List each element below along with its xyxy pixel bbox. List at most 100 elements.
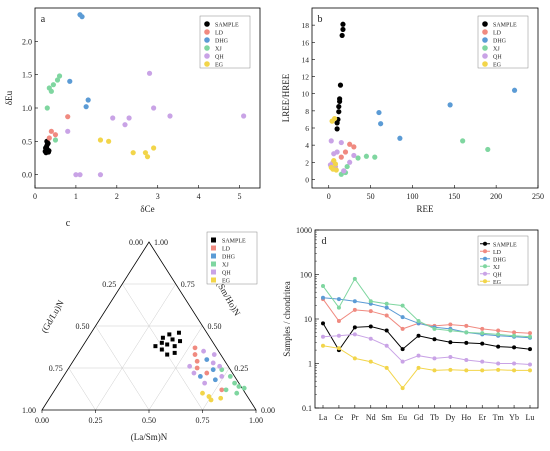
legend-marker [204,53,210,59]
ternary-tick-label-bottom: 0.00 [35,416,49,425]
ternary-tick-label-right: 0.75 [181,280,195,289]
y-tick-label: 18 [302,21,310,30]
ternary-tick-label-bottom: 0.50 [142,416,156,425]
data-point [336,333,341,338]
legend-label: QH [222,271,231,277]
legend-marker [204,29,210,35]
ternary-tick-label-left: 1.00 [22,406,36,415]
ternary-grid-line [122,283,203,411]
data-point [65,114,71,120]
data-point [202,380,208,386]
data-point [485,146,491,153]
data-point [347,159,353,165]
data-point [464,340,469,345]
data-point [192,345,198,351]
data-point [344,163,350,170]
data-point [83,104,89,110]
y-axis-label: Samples / chondritea [282,281,292,356]
data-point [332,115,338,122]
data-point [227,374,233,379]
legend-label: EG [215,63,224,69]
legend-marker [204,21,210,27]
data-point [204,357,210,362]
data-point [126,115,132,121]
legend-label: DHG [215,39,229,45]
ternary-tick-label-right: 0.00 [261,406,275,415]
legend-label: LD [493,31,502,37]
data-point [512,333,517,338]
ternary-tick-label-left: 0.00 [129,238,143,247]
data-point [384,301,389,306]
data-point [496,361,501,366]
x-tick-label: 0 [327,192,331,201]
legend-marker [204,37,210,43]
y-tick-label: 10 [304,315,312,324]
data-point [321,295,325,300]
ternary-tick-label-bottom: 1.00 [249,416,263,425]
legend-label: SAMPLE [215,23,239,29]
ternary-grid-line [95,325,150,411]
data-point [512,361,517,366]
data-point [144,154,151,160]
data-point [160,335,165,340]
x-tick-label: 250 [532,192,544,201]
ternary-grid-line [95,283,176,411]
data-point [219,387,225,393]
legend-label: SAMPLE [493,242,517,248]
data-point [48,88,54,94]
data-point [384,343,389,348]
data-point [146,70,153,76]
data-point [165,352,170,357]
data-point [321,284,325,289]
data-point [480,331,485,336]
data-point [211,352,217,357]
data-point [416,353,421,358]
legend-marker [211,237,216,243]
data-point [172,344,177,349]
data-point [432,368,437,373]
data-point [480,341,485,346]
data-point [73,172,79,178]
data-point [416,365,421,370]
data-point [336,109,342,115]
data-point [192,352,198,357]
panel-label: b [318,14,323,25]
legend-marker [482,53,488,59]
legend-label: QH [493,55,502,61]
data-point [153,344,158,349]
data-point [528,331,532,336]
x-tick-label: Ho [461,413,471,422]
data-point [400,386,405,391]
ternary-grid-line [202,367,230,411]
x-tick-label: 3 [156,192,160,201]
data-point [372,154,378,160]
data-point [496,344,501,349]
data-point [384,328,389,333]
data-point [234,390,240,396]
data-point [368,359,373,364]
series-line [322,323,531,352]
y-tick-label: 4 [305,141,309,150]
data-point [511,87,518,93]
data-point [336,319,341,324]
data-point [368,324,373,329]
legend-label: EG [493,280,502,286]
data-point [384,305,389,310]
data-point [355,155,361,161]
legend-label: XJ [493,47,500,53]
ternary-axis-bottom: (La/Sm)N [131,432,168,442]
legend-label: SAMPLE [222,239,246,245]
data-point [170,337,175,342]
ternary-tick-label-bottom: 0.75 [196,416,210,425]
x-tick-label: 4 [197,192,201,201]
ternary-tick-label-left: 0.25 [102,280,116,289]
legend-label: DHG [222,255,236,261]
data-point [342,149,349,155]
data-point [352,307,357,312]
data-point [334,126,340,132]
legend-label: LD [493,250,502,256]
legend-label: XJ [493,265,500,271]
data-point [77,172,83,178]
data-point [528,362,532,367]
data-point [50,82,57,88]
